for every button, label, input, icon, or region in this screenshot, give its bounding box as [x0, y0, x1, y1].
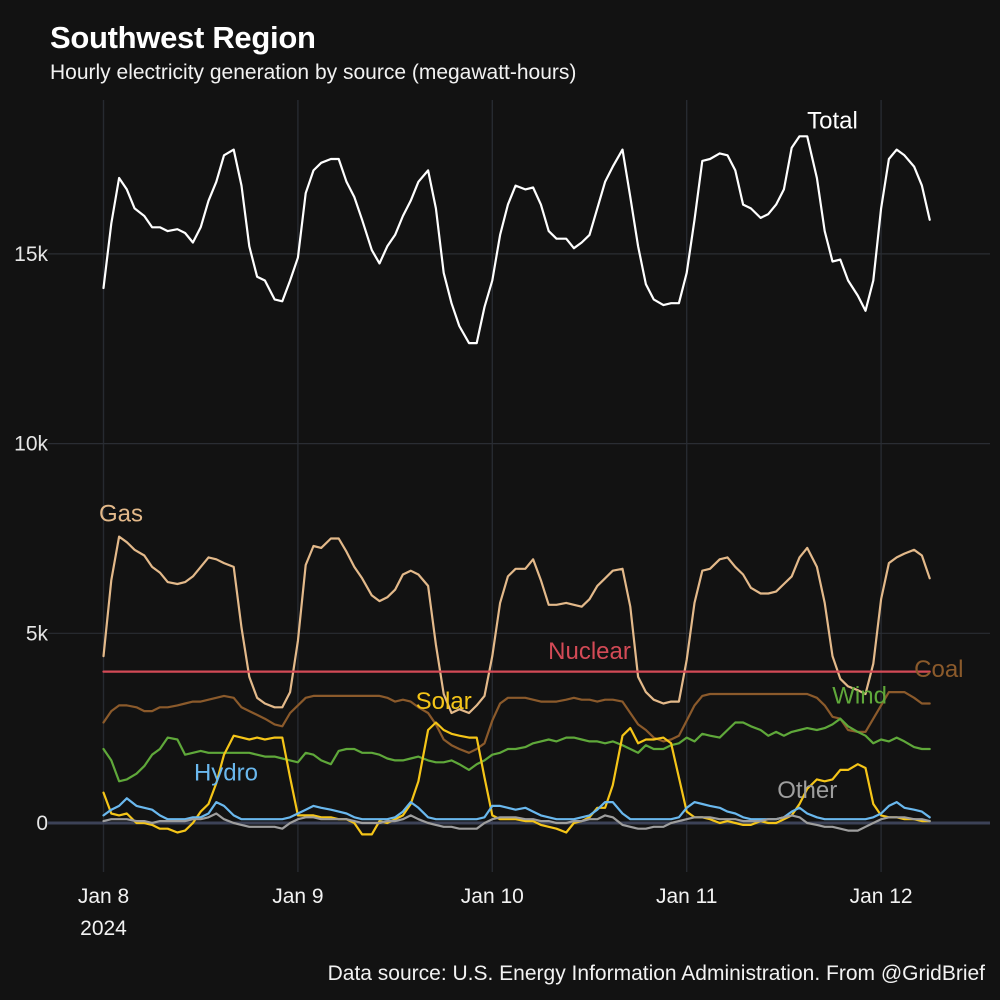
chart-title: Southwest Region [50, 20, 316, 55]
series-label-hydro: Hydro [194, 760, 258, 787]
grid [48, 100, 990, 872]
y-tick-label-0: 0 [36, 812, 48, 835]
series-label-solar: Solar [416, 688, 472, 715]
series-label-other: Other [777, 777, 837, 804]
x-tick-label-2: Jan 10 [461, 885, 524, 908]
series-label-total: Total [807, 108, 858, 135]
series-label-nuclear: Nuclear [548, 638, 631, 665]
series-label-gas: Gas [99, 500, 143, 527]
data-source-note: Data source: U.S. Energy Information Adm… [327, 962, 985, 985]
y-tick-label-1: 5k [26, 622, 49, 645]
x-tick-label-3: Jan 11 [656, 885, 718, 908]
series-line-wind [102, 717, 931, 783]
x-tick-label-0: Jan 8 [78, 885, 129, 908]
series-line-total [102, 135, 931, 345]
series-label-coal: Coal [914, 656, 963, 683]
y-tick-label-2: 10k [14, 433, 48, 456]
series-line-hydro [102, 797, 931, 821]
series-labels: Total Gas Nuclear Coal Wind Solar Hydro Other [99, 108, 964, 804]
axis-labels: 0 5k 10k 15k Jan 8 2024 Jan 9 Jan 10 Jan 11 Jan 1… [14, 243, 912, 940]
series-label-wind: Wind [832, 682, 887, 709]
series-lines [102, 135, 931, 836]
y-tick-label-3: 15k [14, 243, 48, 266]
series-line-coal [102, 691, 931, 754]
x-tick-label-4: Jan 12 [850, 885, 913, 908]
x-tick-sublabel-0: 2024 [80, 917, 127, 940]
x-tick-label-1: Jan 9 [272, 885, 323, 908]
series-line-gas [102, 535, 931, 715]
series-line-other [102, 812, 931, 832]
chart-subtitle: Hourly electricity generation by source … [50, 61, 577, 84]
